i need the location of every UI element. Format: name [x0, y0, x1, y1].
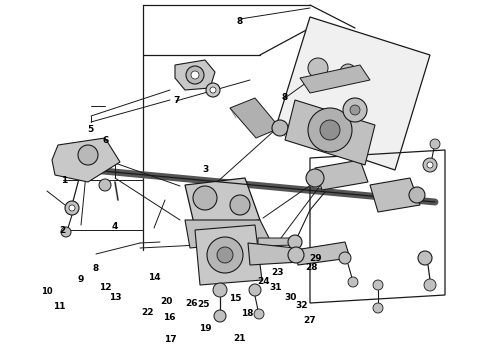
- Polygon shape: [230, 98, 280, 138]
- Circle shape: [206, 83, 220, 97]
- Text: 22: 22: [141, 307, 153, 317]
- Text: 19: 19: [199, 324, 212, 333]
- Circle shape: [61, 227, 71, 237]
- Polygon shape: [285, 100, 375, 165]
- Text: 27: 27: [303, 316, 316, 325]
- Circle shape: [186, 66, 204, 84]
- Text: 15: 15: [229, 294, 242, 303]
- Circle shape: [288, 247, 304, 263]
- Text: 5: 5: [88, 125, 94, 134]
- Circle shape: [423, 158, 437, 172]
- Circle shape: [427, 162, 433, 168]
- Circle shape: [99, 179, 111, 191]
- Circle shape: [272, 120, 288, 136]
- Text: 25: 25: [197, 300, 210, 309]
- Polygon shape: [185, 178, 260, 228]
- Circle shape: [339, 252, 351, 264]
- Text: 7: 7: [173, 96, 180, 105]
- Text: 10: 10: [41, 287, 52, 296]
- Text: 20: 20: [160, 297, 173, 306]
- Text: 17: 17: [164, 335, 177, 343]
- Circle shape: [373, 303, 383, 313]
- Text: 9: 9: [77, 274, 84, 284]
- Text: 24: 24: [257, 277, 270, 286]
- Polygon shape: [258, 238, 295, 246]
- Text: 11: 11: [52, 302, 65, 311]
- Text: 8: 8: [93, 264, 98, 273]
- Circle shape: [308, 108, 352, 152]
- Text: 2: 2: [60, 226, 66, 235]
- Circle shape: [308, 58, 328, 78]
- Circle shape: [191, 71, 199, 79]
- Circle shape: [350, 105, 360, 115]
- Circle shape: [320, 120, 340, 140]
- Text: 30: 30: [284, 293, 297, 302]
- Circle shape: [213, 283, 227, 297]
- Circle shape: [348, 277, 358, 287]
- Text: 23: 23: [271, 269, 284, 277]
- Text: 29: 29: [310, 253, 322, 263]
- Circle shape: [65, 201, 79, 215]
- Text: 14: 14: [148, 274, 161, 282]
- Circle shape: [207, 237, 243, 273]
- Text: 21: 21: [233, 334, 245, 343]
- Text: 8: 8: [237, 17, 243, 26]
- Circle shape: [430, 139, 440, 149]
- Circle shape: [306, 169, 324, 187]
- Polygon shape: [295, 242, 350, 265]
- Text: 16: 16: [163, 313, 175, 322]
- Text: 31: 31: [269, 284, 282, 292]
- Circle shape: [373, 280, 383, 290]
- Polygon shape: [300, 65, 370, 93]
- Polygon shape: [52, 138, 120, 182]
- Text: 6: 6: [102, 136, 108, 145]
- Text: 28: 28: [305, 263, 318, 271]
- Text: 12: 12: [99, 284, 112, 292]
- Text: 3: 3: [203, 165, 209, 174]
- Circle shape: [254, 309, 264, 319]
- Polygon shape: [175, 60, 215, 90]
- Circle shape: [217, 247, 233, 263]
- Circle shape: [230, 195, 250, 215]
- Polygon shape: [370, 178, 420, 212]
- Circle shape: [78, 145, 98, 165]
- Text: 32: 32: [295, 301, 308, 310]
- Circle shape: [193, 186, 217, 210]
- Circle shape: [424, 279, 436, 291]
- Text: 4: 4: [112, 222, 119, 231]
- Circle shape: [214, 310, 226, 322]
- Polygon shape: [315, 160, 368, 190]
- Circle shape: [69, 205, 75, 211]
- Circle shape: [343, 98, 367, 122]
- Text: 13: 13: [109, 292, 122, 302]
- Text: 26: 26: [185, 299, 197, 307]
- Circle shape: [249, 284, 261, 296]
- Circle shape: [340, 64, 356, 80]
- Circle shape: [418, 251, 432, 265]
- Polygon shape: [248, 243, 300, 265]
- Polygon shape: [195, 225, 262, 285]
- Text: 18: 18: [241, 309, 254, 318]
- Circle shape: [288, 235, 302, 249]
- Text: 8: 8: [281, 93, 287, 102]
- Polygon shape: [185, 220, 270, 248]
- Circle shape: [210, 87, 216, 93]
- Circle shape: [409, 187, 425, 203]
- Text: 1: 1: [61, 176, 67, 185]
- Polygon shape: [275, 17, 430, 170]
